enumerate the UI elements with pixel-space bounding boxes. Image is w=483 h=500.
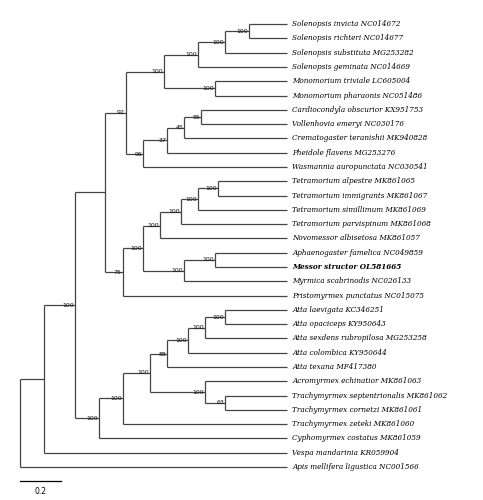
Text: 75: 75 [114, 270, 122, 274]
Text: 100: 100 [86, 416, 98, 421]
Text: Solenopsis invicta NC014672: Solenopsis invicta NC014672 [292, 20, 400, 28]
Text: 100: 100 [151, 69, 163, 74]
Text: Aphaenogaster famelica NC049859: Aphaenogaster famelica NC049859 [292, 248, 423, 256]
Text: 100: 100 [213, 314, 224, 320]
Text: Trachymyrmex septentrionalis MK861062: Trachymyrmex septentrionalis MK861062 [292, 392, 447, 400]
Text: 100: 100 [185, 52, 197, 57]
Text: 45: 45 [175, 126, 183, 130]
Text: 100: 100 [175, 338, 186, 342]
Text: Cardiocondyla obscurior KX951753: Cardiocondyla obscurior KX951753 [292, 106, 423, 114]
Text: Solenopsis richteri NC014677: Solenopsis richteri NC014677 [292, 34, 403, 42]
Text: 88: 88 [158, 352, 166, 356]
Text: 100: 100 [62, 303, 73, 308]
Text: 100: 100 [148, 223, 159, 228]
Text: 100: 100 [213, 40, 224, 44]
Text: Trachymyrmex cornetzi MK861061: Trachymyrmex cornetzi MK861061 [292, 406, 422, 414]
Text: Pheidole flavens MG253276: Pheidole flavens MG253276 [292, 149, 396, 157]
Text: Acromyrmex echinatior MK861063: Acromyrmex echinatior MK861063 [292, 378, 421, 386]
Text: 100: 100 [137, 370, 149, 375]
Text: 63: 63 [216, 400, 224, 405]
Text: Solenopsis substituta MG253282: Solenopsis substituta MG253282 [292, 49, 414, 57]
Text: 100: 100 [171, 268, 183, 273]
Text: 100: 100 [168, 209, 180, 214]
Text: 96: 96 [134, 152, 142, 156]
Text: Atta opaciceps KY950643: Atta opaciceps KY950643 [292, 320, 386, 328]
Text: 100: 100 [202, 86, 214, 91]
Text: 100: 100 [192, 390, 204, 394]
Text: 100: 100 [185, 196, 197, 202]
Text: 100: 100 [110, 396, 122, 401]
Text: Atta colombica KY950644: Atta colombica KY950644 [292, 348, 387, 356]
Text: 55: 55 [193, 114, 200, 119]
Text: Trachymyrmex zeteki MK861060: Trachymyrmex zeteki MK861060 [292, 420, 414, 428]
Text: Monomorium triviale LC605004: Monomorium triviale LC605004 [292, 78, 411, 86]
Text: Vollenhovia emeryi NC030176: Vollenhovia emeryi NC030176 [292, 120, 404, 128]
Text: Atta sexdens rubropilosa MG253258: Atta sexdens rubropilosa MG253258 [292, 334, 427, 342]
Text: Monomorium pharaonis NC051486: Monomorium pharaonis NC051486 [292, 92, 422, 100]
Text: Tetramorium parvispinum MK861068: Tetramorium parvispinum MK861068 [292, 220, 431, 228]
Text: Messor structor OL581665: Messor structor OL581665 [292, 263, 401, 271]
Text: Tetramorium immigrants MK861067: Tetramorium immigrants MK861067 [292, 192, 427, 200]
Text: Pristomyrmex punctatus NC015075: Pristomyrmex punctatus NC015075 [292, 292, 424, 300]
Text: Novomessor albisetosa MK861057: Novomessor albisetosa MK861057 [292, 234, 420, 242]
Text: Myrmica scabrinodis NC026133: Myrmica scabrinodis NC026133 [292, 278, 411, 285]
Text: Tetramorium alpestre MK861065: Tetramorium alpestre MK861065 [292, 178, 415, 186]
Text: 100: 100 [202, 258, 214, 262]
Text: Vespa mandarinia KR059904: Vespa mandarinia KR059904 [292, 448, 399, 456]
Text: Atta laevigata KC346251: Atta laevigata KC346251 [292, 306, 384, 314]
Text: 100: 100 [130, 246, 142, 251]
Text: Crematogaster teranishii MK940828: Crematogaster teranishii MK940828 [292, 134, 427, 142]
Text: Cyphomyrmex costatus MK861059: Cyphomyrmex costatus MK861059 [292, 434, 421, 442]
Text: 37: 37 [158, 138, 166, 143]
Text: 100: 100 [192, 325, 204, 330]
Text: Solenopsis geminata NC014669: Solenopsis geminata NC014669 [292, 63, 410, 71]
Text: 0.2: 0.2 [34, 487, 46, 496]
Text: Apis mellifera ligustica NC001566: Apis mellifera ligustica NC001566 [292, 463, 419, 471]
Text: Tetramorium simillimum MK861069: Tetramorium simillimum MK861069 [292, 206, 426, 214]
Text: 92: 92 [117, 110, 125, 116]
Text: Wasmannia auropunctata NC030541: Wasmannia auropunctata NC030541 [292, 163, 428, 171]
Text: 100: 100 [206, 186, 217, 191]
Text: Atta texana MF417380: Atta texana MF417380 [292, 363, 377, 371]
Text: 100: 100 [237, 29, 248, 34]
